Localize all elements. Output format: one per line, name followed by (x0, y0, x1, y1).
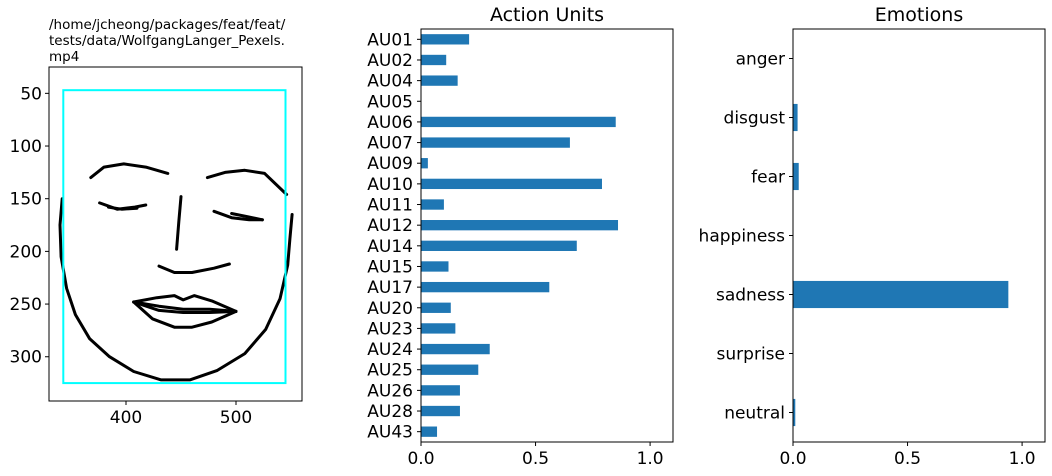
au-bar-au17 (421, 281, 550, 293)
face-panel: 400 500 50 100 150 200 250 300 (10, 66, 303, 428)
au-bar-au12 (421, 220, 619, 231)
face-bounding-box (62, 89, 287, 385)
au-y-tick-label: AU01 (367, 30, 413, 50)
emotion-chart-title: Emotions (874, 4, 964, 26)
emotion-bar-neutral (793, 398, 796, 427)
au-y-tick-label: AU04 (367, 72, 413, 92)
au-bar-au14 (421, 240, 577, 251)
au-y-tick-label: AU05 (367, 92, 413, 112)
landmark-inner-lip-lower (132, 300, 238, 314)
au-x-tick-label: 0.0 (407, 449, 434, 469)
au-bar-au01 (421, 34, 470, 45)
landmark-left-eyebrow (89, 162, 170, 180)
au-bar-au26 (421, 385, 460, 396)
au-bar-au43 (421, 426, 438, 437)
face-y-tick-label: 200 (10, 242, 42, 262)
emotion-axes-frame (792, 28, 1046, 443)
au-y-tick-label: AU24 (367, 340, 413, 360)
au-y-tick-label: AU26 (367, 381, 413, 401)
landmark-jaw-line (58, 197, 294, 382)
au-bar-au09 (421, 158, 428, 169)
face-y-axis-ticks: 50 100 150 200 250 300 (10, 84, 49, 368)
landmark-outer-lip-lower (132, 300, 238, 329)
au-y-tick-label: AU10 (367, 175, 413, 195)
emotion-x-tick-label: 0.5 (894, 449, 921, 469)
au-y-axis-ticks: AU01AU02AU04AU05AU06AU07AU09AU10AU11AU12… (367, 30, 421, 443)
face-y-tick-label: 100 (10, 137, 42, 157)
au-y-tick-label: AU07 (367, 134, 413, 154)
face-y-tick-label: 150 (10, 190, 42, 210)
action-units-chart: AU01AU02AU04AU05AU06AU07AU09AU10AU11AU12… (367, 28, 674, 469)
au-bar-au06 (421, 116, 616, 128)
au-bars (421, 34, 619, 437)
au-y-tick-label: AU23 (367, 319, 413, 339)
au-bar-au24 (421, 343, 490, 355)
landmark-nose-bridge (175, 195, 183, 251)
au-bar-au28 (421, 405, 460, 417)
emotion-bar-fear (793, 162, 799, 191)
face-x-tick-label: 500 (220, 408, 252, 428)
emotion-y-tick-label: sadness (716, 286, 785, 306)
au-y-tick-label: AU15 (367, 257, 413, 277)
au-y-tick-label: AU02 (367, 51, 413, 71)
au-y-tick-label: AU12 (367, 216, 413, 236)
emotion-x-tick-label: 0.0 (779, 449, 806, 469)
emotion-x-axis-ticks: 0.0 0.5 1.0 (779, 442, 1036, 469)
landmark-outer-lip-upper (132, 294, 238, 313)
emotion-y-tick-label: anger (736, 50, 785, 70)
au-bar-au23 (421, 323, 456, 334)
au-bar-au11 (421, 199, 444, 210)
emotion-y-tick-label: fear (751, 168, 785, 188)
au-y-tick-label: AU17 (367, 278, 413, 298)
emotion-y-axis-ticks: anger disgust fear happiness sadness surprise… (699, 50, 793, 424)
au-bar-au25 (421, 364, 479, 375)
au-y-tick-label: AU28 (367, 402, 413, 422)
landmark-right-eyebrow (205, 168, 289, 196)
face-y-tick-label: 300 (10, 348, 42, 368)
au-bar-au20 (421, 302, 451, 313)
face-panel-title: /home/jcheong/packages/feat/feat/tests/d… (49, 17, 286, 65)
landmark-right-eye-lower (230, 212, 264, 222)
au-bar-au04 (421, 75, 458, 86)
face-y-tick-label: 250 (10, 295, 42, 315)
au-y-tick-label: AU20 (367, 299, 413, 319)
au-chart-title: Action Units (489, 4, 605, 26)
au-y-tick-label: AU09 (367, 154, 413, 174)
au-x-axis-ticks: 0.0 0.5 1.0 (407, 442, 664, 469)
emotion-y-tick-label: surprise (717, 345, 785, 365)
au-y-tick-label: AU43 (367, 423, 413, 443)
emotion-y-tick-label: happiness (699, 227, 786, 247)
emotions-chart: anger disgust fear happiness sadness surprise… (699, 28, 1046, 469)
au-axes-frame (420, 28, 674, 443)
emotion-y-tick-label: neutral (724, 404, 785, 424)
au-x-tick-label: 0.5 (522, 449, 549, 469)
au-bar-au02 (421, 54, 447, 66)
face-y-tick-label: 50 (20, 84, 42, 104)
emotion-bar-disgust (793, 103, 798, 132)
au-bar-au15 (421, 261, 449, 272)
au-bar-au10 (421, 178, 602, 190)
landmark-inner-lip-upper (132, 300, 238, 313)
face-x-tick-label: 400 (110, 408, 142, 428)
emotion-bar-sadness (793, 280, 1009, 309)
au-bar-au07 (421, 137, 570, 148)
emotion-x-tick-label: 1.0 (1009, 449, 1036, 469)
au-y-tick-label: AU14 (367, 237, 413, 257)
face-x-axis-ticks: 400 500 (110, 401, 252, 428)
au-y-tick-label: AU06 (367, 113, 413, 133)
emotion-bars (793, 103, 1009, 427)
landmark-nose-bottom (157, 262, 231, 274)
au-x-tick-label: 1.0 (637, 449, 664, 469)
au-y-tick-label: AU25 (367, 361, 413, 381)
face-axes-frame (48, 66, 303, 402)
emotion-y-tick-label: disgust (724, 109, 786, 129)
landmark-left-eye-lower (106, 205, 139, 211)
face-landmarks (58, 162, 294, 382)
au-y-tick-label: AU11 (367, 196, 413, 216)
